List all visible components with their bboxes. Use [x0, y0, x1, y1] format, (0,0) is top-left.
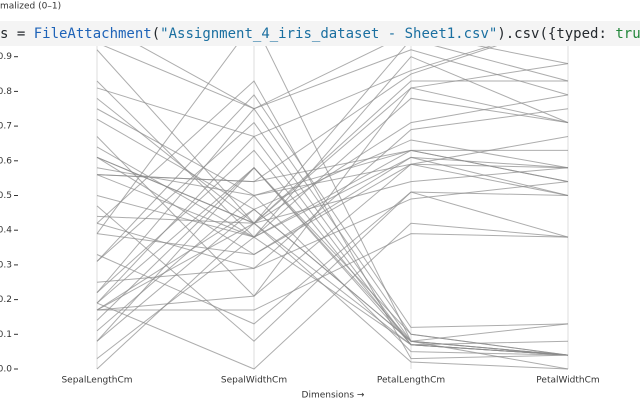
y-tick-label: 0.7 — [0, 122, 12, 132]
data-line — [96, 108, 569, 269]
data-line — [96, 167, 569, 224]
y-tick-label: 0.0 — [0, 365, 12, 375]
data-line — [96, 166, 569, 346]
y-tick-label: 0.6 — [0, 156, 12, 166]
code-token: ).csv({typed: — [497, 26, 615, 42]
data-line — [96, 191, 569, 342]
code-token: "Assignment_4_iris_dataset - Sheet1.csv" — [160, 26, 497, 42]
data-line — [96, 194, 569, 356]
data-line — [96, 181, 569, 283]
data-line — [96, 107, 569, 356]
y-tick-label: 0.8 — [0, 87, 12, 97]
data-line — [96, 135, 569, 356]
y-tick-label: 0.4 — [0, 226, 12, 236]
data-line — [96, 21, 569, 342]
plot — [96, 21, 569, 370]
dimension-label: SepalLengthCm — [61, 376, 132, 386]
code-token: ( — [152, 26, 160, 42]
data-line — [96, 191, 569, 325]
data-line — [96, 94, 569, 224]
data-line — [96, 163, 569, 256]
data-line — [96, 167, 569, 356]
code-token: FileAttachment — [34, 26, 152, 42]
data-line — [96, 56, 569, 238]
data-line — [96, 236, 569, 359]
data-line — [96, 222, 569, 370]
data-line — [96, 31, 569, 110]
y-tick-label: 0.3 — [0, 260, 12, 270]
x-axis-label: Dimensions → — [302, 391, 365, 400]
y-tick-label: 0.9 — [0, 52, 12, 62]
dimension-label: PetalWidthCm — [536, 376, 599, 386]
data-line — [96, 118, 569, 210]
code-token: s = — [0, 26, 34, 42]
y-tick-label: 0.1 — [0, 330, 12, 340]
data-line — [97, 233, 569, 311]
data-line — [96, 163, 569, 197]
data-line — [96, 146, 569, 238]
code-token: true — [615, 26, 640, 42]
data-line — [96, 121, 569, 356]
data-line — [96, 222, 569, 370]
data-line — [96, 80, 568, 224]
y-axis-label: malized (0–1) — [0, 2, 61, 12]
data-line — [96, 167, 569, 356]
code-line: s = FileAttachment("Assignment_4_iris_da… — [0, 26, 640, 42]
y-tick-label: 0.2 — [0, 295, 12, 305]
data-line — [96, 136, 569, 311]
data-line — [96, 21, 569, 110]
y-tick-label: 0.5 — [0, 191, 12, 201]
data-line — [96, 208, 569, 370]
data-line — [96, 97, 569, 238]
code-bar — [0, 21, 640, 46]
data-line — [96, 38, 569, 225]
data-line — [96, 21, 569, 138]
data-line — [96, 87, 569, 297]
dimension-label: SepalWidthCm — [221, 376, 287, 386]
dimension-label: PetalLengthCm — [377, 376, 445, 386]
